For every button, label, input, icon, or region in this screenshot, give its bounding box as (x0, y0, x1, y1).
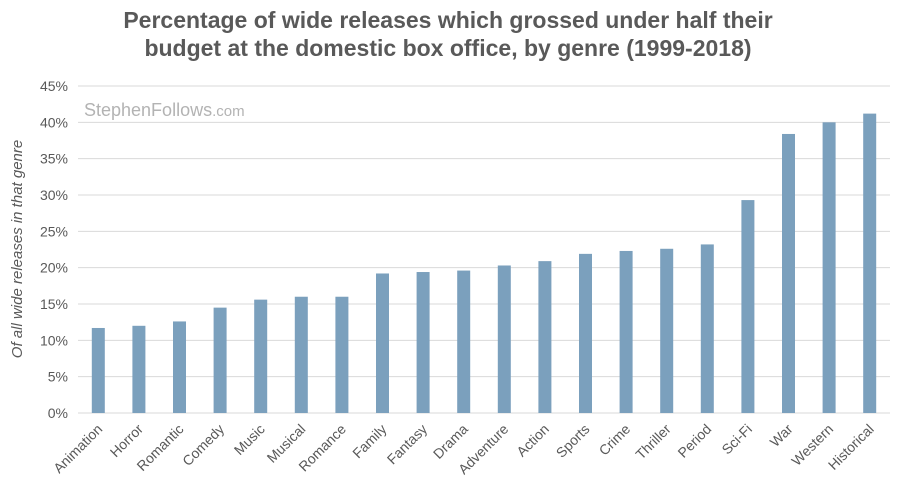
y-tick-label: 15% (40, 296, 68, 312)
y-tick-label: 30% (40, 187, 68, 203)
y-tick-label: 20% (40, 260, 68, 276)
watermark-suffix: .com (212, 103, 245, 120)
bar-fantasy (416, 272, 430, 413)
x-tick-label: Comedy (179, 421, 227, 469)
bar-sports (579, 253, 592, 413)
bar-war (782, 133, 795, 413)
y-tick-label: 25% (40, 223, 68, 239)
x-tick-label: Music (231, 421, 268, 458)
bar-animation (91, 327, 105, 413)
watermark-main: StephenFollows (84, 100, 212, 120)
x-tick-label: Sci-Fi (718, 421, 755, 458)
y-tick-label: 5% (48, 369, 68, 385)
bar-family (376, 273, 389, 413)
x-tick-label: Horror (107, 421, 147, 461)
y-tick-label: 0% (48, 405, 68, 421)
x-tick-label: Sports (553, 421, 593, 461)
watermark: StephenFollows.com (84, 100, 245, 120)
x-tick-label: Animation (50, 421, 105, 476)
chart-title-line-2: budget at the domestic box office, by ge… (144, 35, 751, 61)
x-tick-label: Fantasy (384, 421, 431, 468)
y-tick-label: 35% (40, 151, 68, 167)
bar-drama (457, 270, 471, 413)
bar-thriller (660, 248, 674, 413)
bar-adventure (497, 265, 511, 413)
bar-historical (863, 113, 877, 413)
chart-title-line-1: Percentage of wide releases which grosse… (123, 7, 772, 33)
y-axis-ticks: 0% 5% 10% 15% 20% 25% 30% 35% 40% 45% (40, 78, 68, 421)
bar-romance (335, 296, 349, 413)
bar-crime (619, 250, 633, 413)
bar-period (700, 244, 714, 413)
bar-music (254, 299, 268, 413)
gridlines (78, 85, 890, 414)
x-tick-label: Thriller (632, 421, 674, 463)
y-tick-label: 45% (40, 78, 68, 94)
x-tick-label: Crime (596, 421, 634, 459)
bar-action (538, 261, 552, 413)
bar-horror (132, 325, 146, 413)
bar-musical (294, 296, 308, 413)
y-axis-label: Of all wide releases in that genre (9, 140, 26, 358)
bar-romantic (173, 321, 186, 413)
x-tick-label: Period (674, 421, 714, 461)
bar-western (822, 122, 836, 413)
x-tick-label: War (767, 421, 796, 450)
y-tick-label: 40% (40, 114, 68, 130)
x-tick-label: Action (513, 421, 552, 460)
bar-comedy (213, 307, 227, 413)
bar-sci-fi (741, 200, 755, 413)
y-tick-label: 10% (40, 332, 68, 348)
bars (91, 113, 877, 413)
